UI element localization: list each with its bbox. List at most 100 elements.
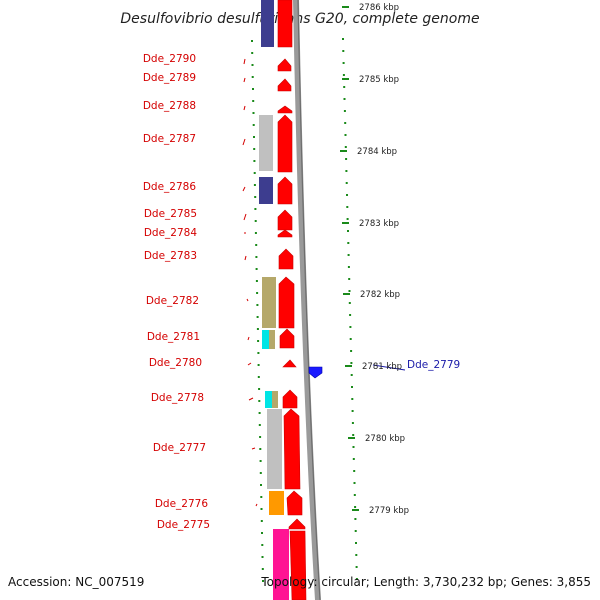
gc-dot <box>351 422 354 424</box>
gc-dot <box>261 544 264 546</box>
cds-arrow <box>277 114 293 173</box>
gc-dot <box>259 436 262 438</box>
cog-block <box>262 330 269 349</box>
gc-dot <box>255 280 258 282</box>
gc-dot <box>254 232 257 234</box>
gc-dot <box>347 266 350 268</box>
gc-dot <box>355 566 358 568</box>
cog-block <box>265 391 272 408</box>
gene-label: Dde_2790 <box>143 53 196 65</box>
gc-dot <box>251 40 253 42</box>
gc-dot <box>260 520 263 522</box>
gene-label: Dde_2786 <box>143 181 197 193</box>
gc-dot <box>256 304 259 306</box>
cog-block <box>269 491 284 515</box>
gene-label-line <box>244 255 247 261</box>
gc-dot <box>345 158 348 160</box>
gene-label-line <box>246 298 249 302</box>
cog-block <box>259 177 273 204</box>
cds-arrow <box>279 328 295 349</box>
gene-label: Dde_2780 <box>149 357 202 369</box>
gc-dot <box>254 196 257 198</box>
gc-dot <box>252 88 254 90</box>
gc-dot <box>344 122 347 124</box>
gc-dot <box>251 64 254 66</box>
cds-arrow <box>288 518 306 530</box>
cds-arrow <box>277 78 292 92</box>
gc-dot <box>353 482 356 484</box>
gc-dot <box>255 256 258 258</box>
cds-arrow <box>289 530 307 600</box>
cds-track <box>277 0 307 600</box>
gc-dot <box>253 148 256 150</box>
gc-dot <box>252 112 255 114</box>
accession-text: Accession: NC_007519 <box>8 575 144 589</box>
gc-dot <box>260 496 263 498</box>
gc-dot <box>343 86 346 88</box>
cog-block <box>269 330 275 349</box>
genome-backbone <box>293 0 321 600</box>
gc-dot <box>352 446 355 448</box>
gc-dot <box>346 194 348 196</box>
gc-dot <box>352 434 355 436</box>
gc-dot <box>256 316 259 318</box>
gc-dot <box>346 218 349 220</box>
gc-dot <box>344 146 347 148</box>
gc-dot <box>257 364 260 366</box>
cds-arrow <box>277 0 293 48</box>
gc-dot <box>349 314 352 316</box>
gc-dot <box>354 506 357 508</box>
gc-dot <box>254 220 257 222</box>
cds-arrow <box>286 490 303 516</box>
gc-dot <box>251 76 254 78</box>
gc-dot <box>353 470 356 472</box>
gc-dot <box>262 580 264 582</box>
cds-arrow <box>283 408 301 490</box>
gc-dot <box>258 388 261 390</box>
cds-arrow <box>277 176 293 205</box>
gc-dot <box>348 290 351 292</box>
gc-dot <box>350 374 353 376</box>
gene-label: Dde_2789 <box>143 72 196 84</box>
gene-label-line <box>248 397 254 401</box>
scale-label-layer: 2786 kbp 2785 kbp 2784 kbp 2783 kbp 2782 kbp… <box>340 3 409 516</box>
cds-arrow <box>277 229 293 238</box>
gc-dot <box>261 556 264 558</box>
gc-dot <box>351 386 353 388</box>
gene-label: Dde_2782 <box>146 295 199 307</box>
gc-dot <box>347 242 350 244</box>
scale-label: 2782 kbp <box>360 290 400 300</box>
gc-dot <box>349 338 352 340</box>
gene-label-line <box>242 186 246 192</box>
gc-dot <box>258 424 261 426</box>
cog-block <box>259 115 273 171</box>
gc-dot <box>260 508 263 510</box>
gc-dot <box>342 62 345 64</box>
scale-label: 2786 kbp <box>359 3 399 13</box>
gc-dot <box>253 172 256 174</box>
gc-dot <box>351 398 354 400</box>
gene-label-line <box>247 362 252 366</box>
gc-dot <box>355 542 357 544</box>
gene-label: Dde_2776 <box>155 498 209 510</box>
gc-dot <box>255 244 258 246</box>
gc-dot <box>252 100 255 102</box>
cog-block <box>262 277 276 328</box>
gc-dot <box>258 412 261 414</box>
cds-arrow <box>282 359 297 368</box>
gc-dot <box>350 350 353 352</box>
cds-arrow <box>277 209 293 231</box>
gc-dot <box>257 352 260 354</box>
gc-dot <box>342 74 345 76</box>
gc-dot <box>342 50 345 52</box>
gc-dot <box>350 362 353 364</box>
gc-dot <box>253 184 256 186</box>
cog-feature-track <box>259 0 289 600</box>
gene-label-line <box>255 503 258 507</box>
cog-block <box>272 391 278 408</box>
gene-label-line <box>372 364 406 371</box>
cds-arrow <box>282 389 298 409</box>
gc-dot <box>343 110 346 112</box>
gene-label-line <box>243 58 246 65</box>
gc-dot <box>346 206 349 208</box>
